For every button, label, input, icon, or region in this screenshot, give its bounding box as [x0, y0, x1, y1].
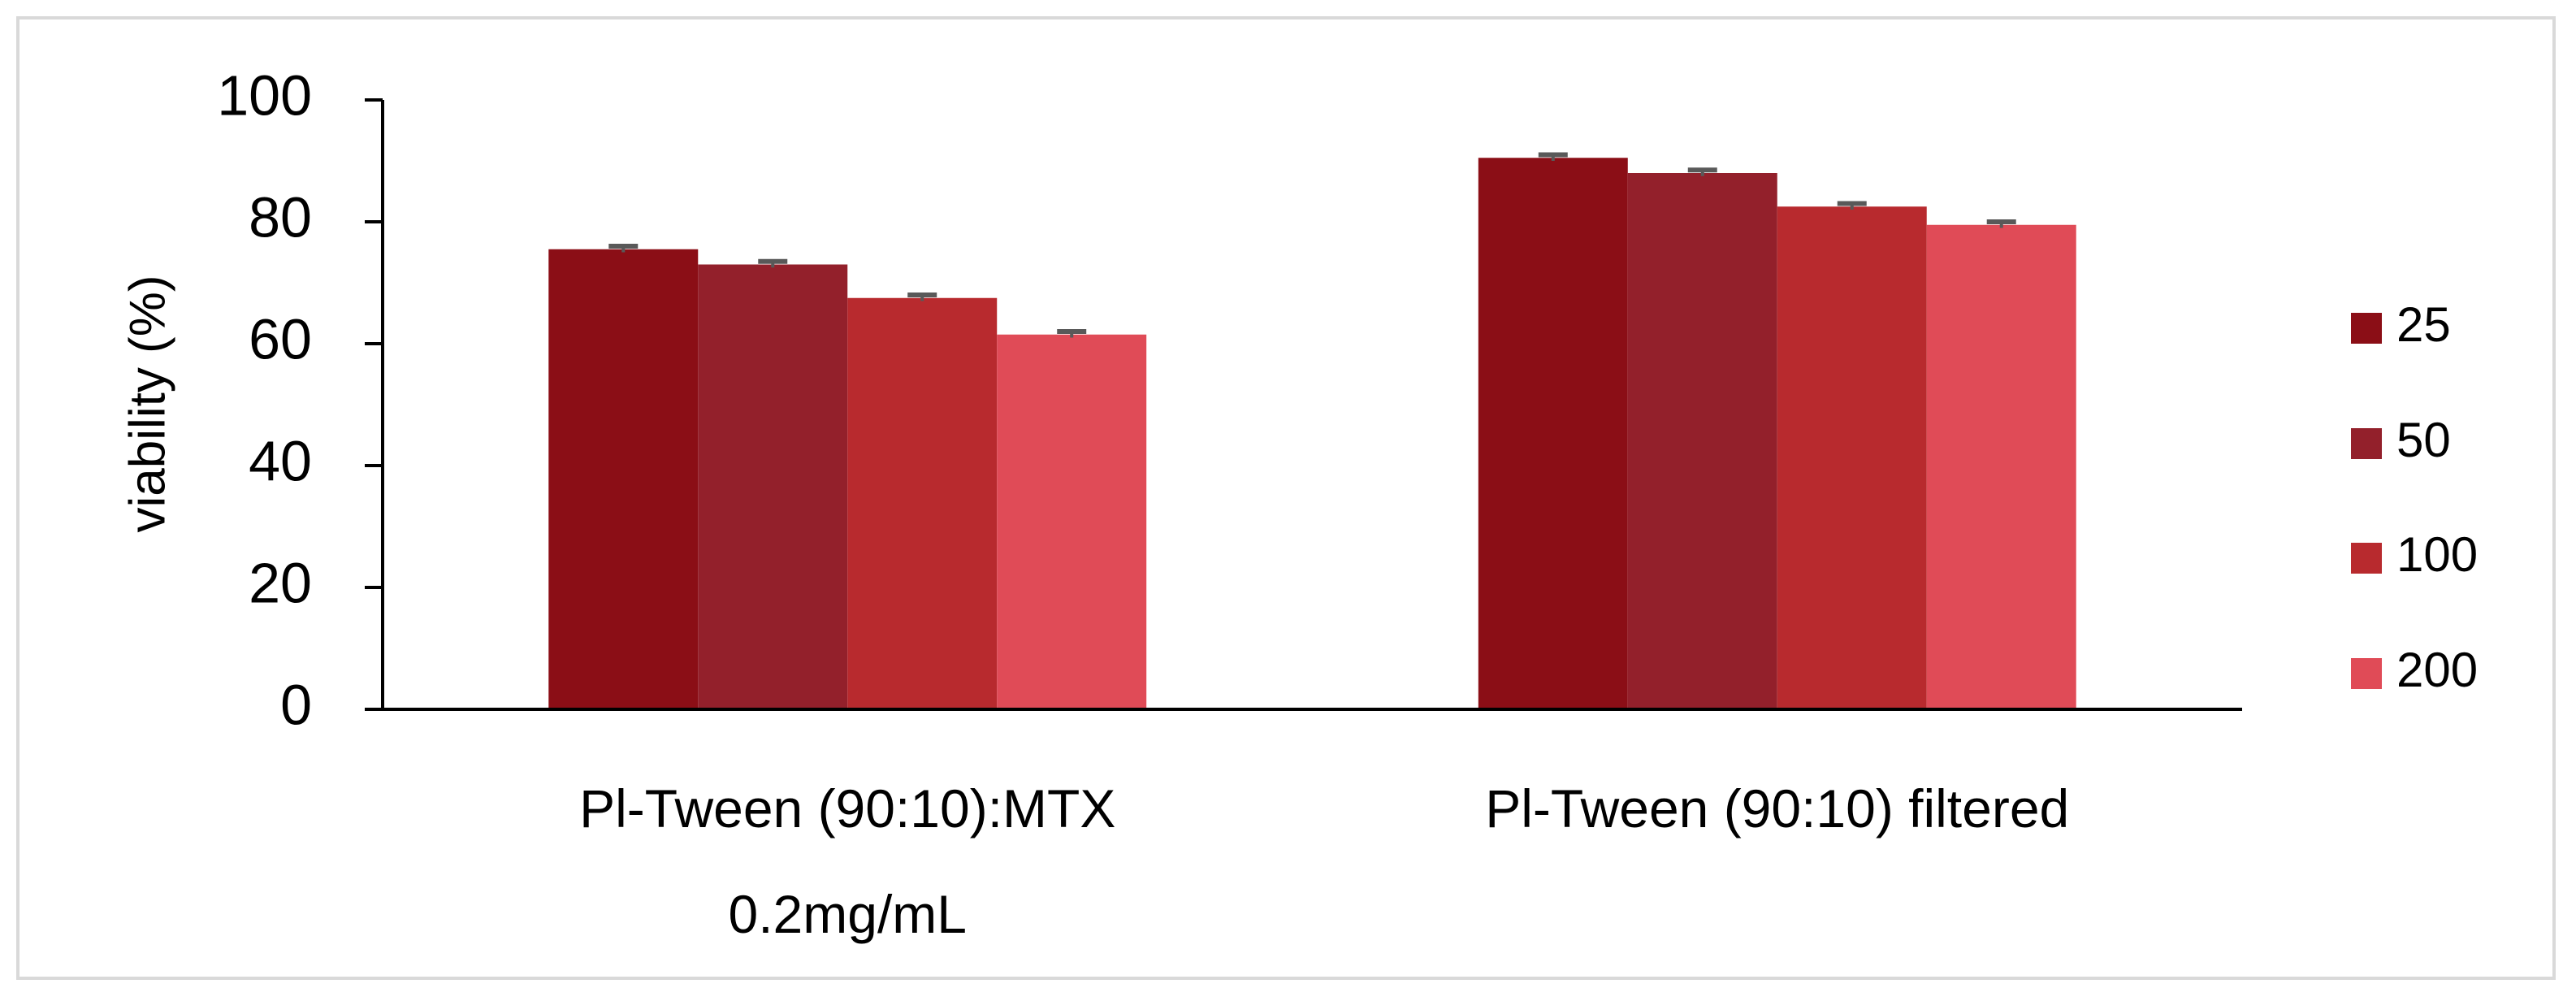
chart-frame [16, 16, 2556, 980]
bar [1627, 173, 1777, 709]
legend-swatch [2351, 313, 2382, 344]
bar [1777, 206, 1927, 709]
legend-label: 200 [2396, 643, 2478, 697]
legend-swatch [2351, 658, 2382, 689]
legend-label: 50 [2396, 413, 2451, 467]
bar [548, 249, 699, 709]
y-tick-label: 0 [280, 673, 312, 736]
x-tick-label: Pl-Tween (90:10):MTX 0.2mg/mL [579, 778, 1116, 944]
y-tick-label: 80 [249, 185, 312, 249]
bar [1926, 224, 2076, 709]
legend-label: 100 [2396, 527, 2478, 582]
bar [997, 334, 1147, 709]
bar [847, 297, 998, 709]
y-tick-label: 20 [249, 551, 312, 614]
bar [1478, 158, 1628, 709]
legend-label: 25 [2396, 297, 2451, 352]
y-tick-label: 60 [249, 307, 312, 370]
legend-swatch [2351, 543, 2382, 574]
y-axis-title: viability (%) [119, 275, 175, 533]
bar [698, 264, 848, 709]
legend-swatch [2351, 428, 2382, 459]
y-tick-label: 40 [249, 429, 312, 492]
x-tick-label: Pl-Tween (90:10) filtered [1485, 778, 2070, 838]
y-tick-label: 100 [217, 63, 312, 127]
